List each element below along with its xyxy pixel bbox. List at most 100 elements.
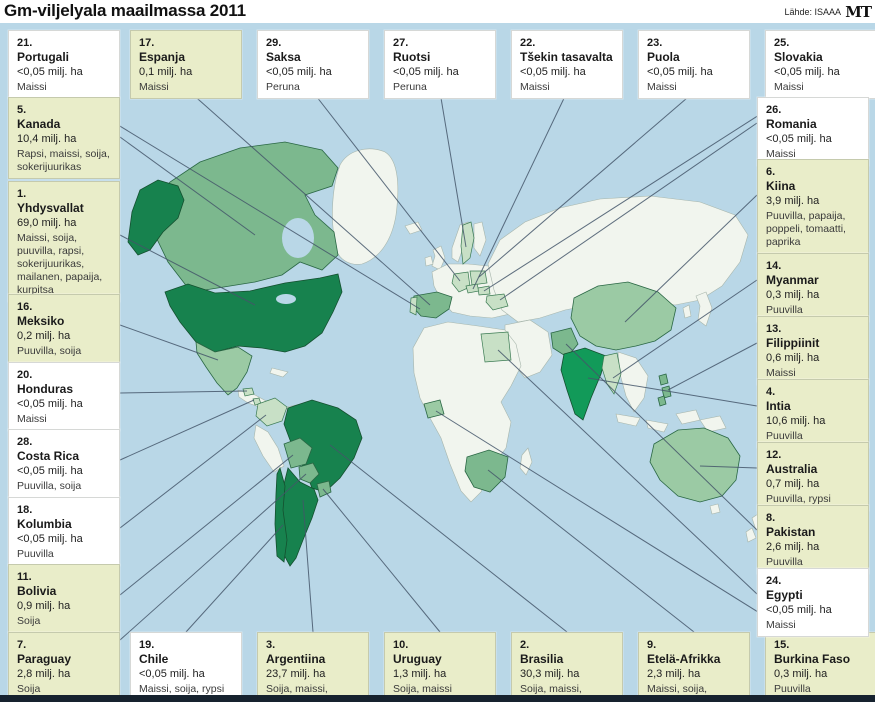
- rank-number: 29.: [266, 37, 282, 49]
- map-colombia: [255, 397, 288, 427]
- info-box-bolivia: 11. Bolivia 0,9 milj. ha Soija: [8, 564, 120, 633]
- area-value: 0,1 milj. ha: [139, 66, 193, 79]
- area-value: 0,3 milj. ha: [774, 668, 828, 681]
- rank-number: 13.: [766, 323, 782, 335]
- map-south-africa: [464, 449, 509, 493]
- rank-number: 24.: [766, 575, 782, 587]
- area-value: 0,7 milj. ha: [766, 478, 820, 491]
- crops-list: Puuvilla: [17, 547, 54, 560]
- info-box-kolumbia: 18. Kolumbia <0,05 milj. ha Puuvilla: [8, 497, 120, 566]
- map-canada: [151, 141, 339, 291]
- rank-number: 9.: [647, 639, 657, 651]
- rank-number: 25.: [774, 37, 790, 49]
- country-name: Slovakia: [774, 50, 823, 65]
- area-value: 10,6 milj. ha: [766, 415, 826, 428]
- map-indonesia-3: [675, 409, 701, 425]
- rank-number: 5.: [17, 104, 27, 116]
- country-name: Kanada: [17, 117, 61, 132]
- crops-list: Maissi, soija, rypsi: [139, 682, 225, 695]
- info-box-chile: 19. Chile <0,05 milj. ha Maissi, soija, ryp…: [130, 632, 242, 701]
- crops-list: Rapsi, maissi, soija, sokerijuurikas: [17, 147, 110, 173]
- map-philippines-2: [661, 385, 672, 399]
- area-value: 69,0 milj. ha: [17, 217, 77, 230]
- info-box-uruguay: 10. Uruguay 1,3 milj. ha Soija, maissi: [384, 632, 496, 701]
- crops-list: Puuvilla, rypsi: [766, 492, 831, 505]
- crops-list: Peruna: [266, 80, 300, 93]
- header-bar: Gm-viljelyala maailmassa 2011 Lähde: ISA…: [0, 0, 875, 23]
- page-title: Gm-viljelyala maailmassa 2011: [4, 1, 246, 20]
- info-box-costa-rica: 28. Costa Rica <0,05 milj. ha Puuvilla, soi…: [8, 429, 120, 498]
- rank-number: 3.: [266, 639, 276, 651]
- crops-list: Peruna: [393, 80, 427, 93]
- info-box-kanada: 5. Kanada 10,4 milj. ha Rapsi, maissi, soij…: [8, 97, 120, 179]
- country-name: Tšekin tasavalta: [520, 50, 613, 65]
- crops-list: Maissi: [139, 80, 169, 93]
- rank-number: 8.: [766, 512, 776, 524]
- source-credit: Lähde: ISAAA: [784, 7, 841, 17]
- rank-number: 12.: [766, 449, 782, 461]
- rank-number: 28.: [17, 436, 33, 448]
- map-japan: [695, 291, 713, 327]
- area-value: 2,8 milj. ha: [17, 668, 71, 681]
- area-value: 1,3 milj. ha: [393, 668, 447, 681]
- map-alaska: [127, 179, 185, 256]
- info-box-puola: 23. Puola <0,05 milj. ha Maissi: [638, 30, 750, 99]
- map-portugal: [409, 296, 418, 316]
- connector-lines: [63, 91, 796, 641]
- crops-list: Maissi: [17, 412, 47, 425]
- country-name: Pakistan: [766, 525, 816, 540]
- map-mexico: [195, 341, 253, 396]
- map-china: [570, 281, 677, 351]
- map-great-lakes: [276, 294, 296, 304]
- area-value: <0,05 milj. ha: [266, 66, 332, 79]
- area-value: 0,2 milj. ha: [17, 330, 71, 343]
- crops-list: Puuvilla: [774, 682, 811, 695]
- rank-number: 11.: [17, 571, 32, 583]
- country-name: Australia: [766, 462, 818, 477]
- country-name: Argentiina: [266, 652, 326, 667]
- info-box-portugali: 21. Portugali <0,05 milj. ha Maissi: [8, 30, 120, 99]
- crops-list: Puuvilla, soija: [17, 344, 82, 357]
- area-value: 0,3 milj. ha: [766, 289, 820, 302]
- rank-number: 19.: [139, 639, 155, 651]
- country-name: Myanmar: [766, 273, 819, 288]
- brand-logo: MT: [845, 3, 872, 21]
- area-value: <0,05 milj. ha: [766, 133, 832, 146]
- crops-list: Puuvilla: [766, 429, 803, 442]
- country-name: Brasilia: [520, 652, 564, 667]
- map-indonesia-1: [615, 413, 641, 427]
- country-name: Ruotsi: [393, 50, 431, 65]
- info-box-pakistan: 8. Pakistan 2,6 milj. ha Puuvilla: [757, 505, 869, 574]
- map-india: [560, 347, 607, 421]
- map-sweden: [460, 221, 475, 265]
- area-value: 2,6 milj. ha: [766, 541, 820, 554]
- map-iceland: [404, 221, 423, 235]
- info-box-yhdysvallat: 1. Yhdysvallat 69,0 milj. ha Maissi, soija,…: [8, 181, 120, 302]
- info-box-espanja: 17. Espanja 0,1 milj. ha Maissi: [130, 30, 242, 99]
- country-name: Paraguay: [17, 652, 72, 667]
- rank-number: 4.: [766, 386, 776, 398]
- rank-number: 16.: [17, 301, 33, 313]
- area-value: <0,05 milj. ha: [17, 66, 83, 79]
- area-value: 23,7 milj. ha: [266, 668, 326, 681]
- rank-number: 15.: [774, 639, 790, 651]
- info-box-saksa: 29. Saksa <0,05 milj. ha Peruna: [257, 30, 369, 99]
- area-value: <0,05 milj. ha: [139, 668, 205, 681]
- rank-number: 20.: [17, 369, 33, 381]
- country-name: Costa Rica: [17, 449, 80, 464]
- map-burkina-faso: [423, 399, 445, 419]
- map-madagascar: [519, 447, 533, 476]
- crops-list: Maissi: [774, 80, 804, 93]
- rank-number: 6.: [766, 166, 776, 178]
- country-name: Burkina Faso: [774, 652, 851, 667]
- map-finland: [473, 221, 487, 257]
- area-value: <0,05 milj. ha: [17, 465, 83, 478]
- crops-list: Soija: [17, 682, 41, 695]
- crops-list: Puuvilla: [766, 303, 803, 316]
- area-value: <0,05 milj. ha: [774, 66, 840, 79]
- info-box-intia: 4. Intia 10,6 milj. ha Puuvilla: [757, 379, 869, 448]
- crops-list: Maissi: [766, 618, 796, 631]
